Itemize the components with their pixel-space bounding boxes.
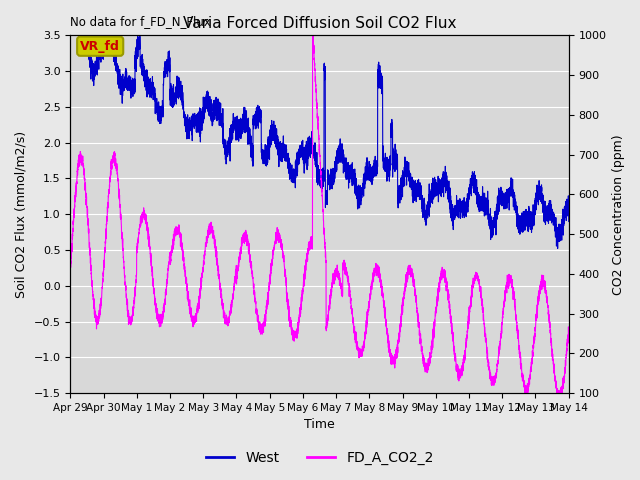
West <box>365 158 373 164</box>
FD_A_CO2_2 <box>257 331 264 337</box>
FD_A_CO2_2 <box>67 267 74 273</box>
West <box>554 246 561 252</box>
FD_A_CO2_2 <box>522 390 530 396</box>
West <box>390 156 398 161</box>
West <box>67 11 74 17</box>
Y-axis label: Soil CO2 Flux (mmol/m2/s): Soil CO2 Flux (mmol/m2/s) <box>15 131 28 298</box>
FD_A_CO2_2 <box>476 288 484 294</box>
Text: No data for f_FD_N_Flux: No data for f_FD_N_Flux <box>70 15 211 28</box>
Line: West: West <box>70 14 569 249</box>
FD_A_CO2_2 <box>438 266 446 272</box>
West <box>257 111 265 117</box>
FD_A_CO2_2 <box>390 358 398 363</box>
FD_A_CO2_2 <box>309 29 317 35</box>
Legend: West, FD_A_CO2_2: West, FD_A_CO2_2 <box>201 445 439 471</box>
FD_A_CO2_2 <box>565 325 573 331</box>
West <box>438 185 446 191</box>
Y-axis label: CO2 Concentration (ppm): CO2 Concentration (ppm) <box>612 134 625 295</box>
FD_A_CO2_2 <box>365 298 373 304</box>
West <box>157 111 164 117</box>
Text: VR_fd: VR_fd <box>80 40 120 53</box>
West <box>67 23 74 29</box>
FD_A_CO2_2 <box>157 314 164 320</box>
Title: Varia Forced Diffusion Soil CO2 Flux: Varia Forced Diffusion Soil CO2 Flux <box>183 16 456 32</box>
West <box>476 204 484 210</box>
X-axis label: Time: Time <box>304 419 335 432</box>
Line: FD_A_CO2_2: FD_A_CO2_2 <box>70 32 569 393</box>
West <box>565 218 573 224</box>
